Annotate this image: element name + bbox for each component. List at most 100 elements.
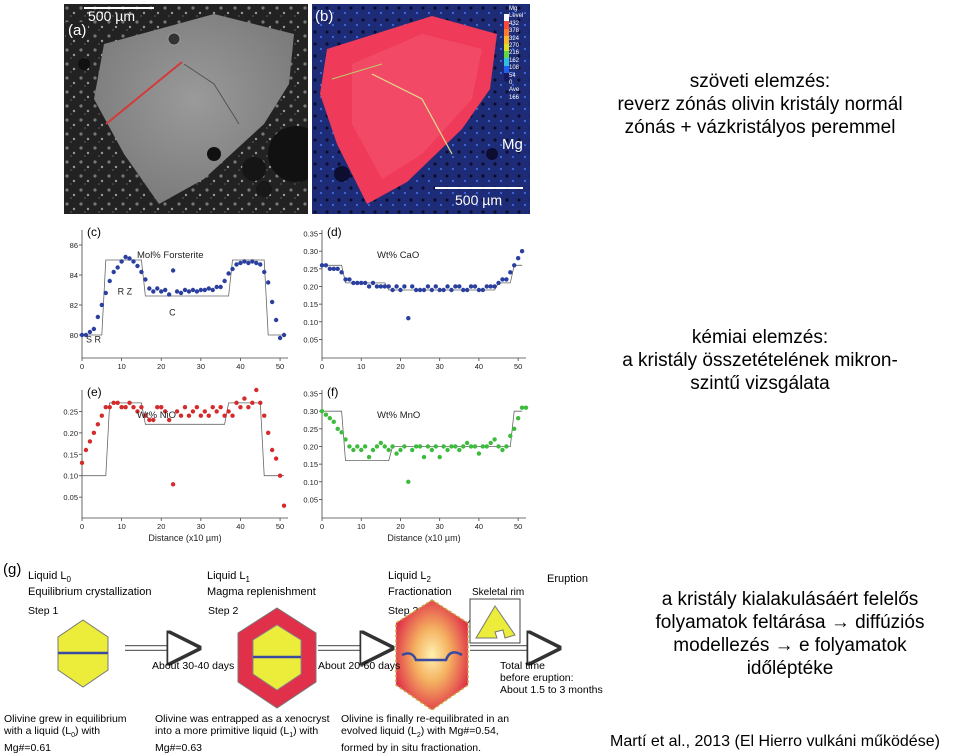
data-point [170,482,176,487]
data-point [162,409,168,414]
data-point [79,332,85,338]
data-point [508,270,513,275]
y-tick-label: 0.15 [303,460,318,469]
x-tick-label: 10 [357,362,365,371]
data-point [382,444,387,449]
data-point [139,269,144,275]
x-tick-label: 30 [436,522,444,531]
data-point [166,292,172,297]
data-point [147,286,152,291]
data-point [119,404,124,410]
data-point [242,396,247,401]
data-point [111,269,116,275]
data-point [174,409,180,414]
x-tick-label: 50 [514,522,522,531]
data-point [226,271,231,276]
x-tick-label: 10 [117,522,125,531]
data-point [410,447,415,453]
legend-value: 108 [509,65,520,72]
data-point [390,444,395,449]
data-point [429,447,435,453]
data-point [123,404,128,410]
data-point [95,422,101,427]
y-tick-label: 0.10 [303,478,318,487]
total-line: Total time [500,660,545,672]
data-point [386,447,391,453]
data-point [246,260,251,266]
data-point [210,287,215,293]
total-line: About 1.5 to 3 months [500,684,603,696]
data-point [457,284,462,289]
data-point [107,278,112,284]
note3-sub: 2 [416,732,421,740]
note2-sub: 1 [289,732,294,740]
data-point [449,444,454,449]
legend-value: 216 [509,50,520,57]
data-point [370,447,376,453]
data-point [135,263,140,269]
legend-values: 432 378 324 270 216 162 108 54 0 Ave 166 [509,21,529,102]
data-point [370,280,376,286]
y-tick-label: 0.25 [303,425,318,434]
photo-a-letter: (a) [66,22,89,39]
plot-c-forsterite: 86 84 82 80 0 10 20 30 40 50 Mol% Forsterite (c) R Z… [70,225,288,371]
data-point [433,284,438,289]
data-point [210,404,215,410]
liquid1-desc: Magma replenishment [207,586,316,599]
data-point [319,408,325,414]
y-tick-label: 0.20 [303,282,318,291]
data-point [170,268,176,273]
data-point [453,444,458,449]
liquid2-sub: 2 [426,575,431,585]
data-point [504,277,509,282]
data-point [269,447,275,453]
photo-a-bse: (a) 500 µm [64,4,308,214]
data-point [402,444,407,449]
data-point [335,266,340,272]
x-tick-label: 0 [320,522,324,531]
data-point [198,287,204,293]
data-point [366,284,372,289]
data-point [488,284,493,289]
data-point [254,387,259,393]
data-point [378,440,384,446]
step1-label: Step 1 [28,605,59,617]
data-point [159,404,164,410]
data-point [258,262,263,267]
data-point [390,287,395,293]
data-point [515,256,521,261]
x-tick-label: 30 [436,362,444,371]
arrow2-duration: About 20-60 days [318,660,401,672]
data-point [355,280,360,286]
data-point [519,405,525,410]
text-block-szoveti: szöveti elemzés: reverz zónás olivin kri… [560,70,960,139]
data-point [178,290,184,296]
data-point [331,419,336,424]
data-point [222,413,227,418]
data-point [222,278,227,284]
data-point [202,409,208,414]
annotation: S R [86,335,102,345]
data-point [202,287,208,293]
data-point [131,259,136,264]
x-tick-label: 0 [80,362,84,371]
data-point [461,287,466,293]
data-point [115,400,120,406]
note1-sub: 0 [71,732,76,740]
total-line: before eruption: [500,672,574,684]
data-point [425,444,431,449]
text-line: időléptéke [746,658,834,679]
data-point [83,332,89,338]
data-point [218,404,223,410]
data-point [374,284,380,289]
data-point [166,417,172,423]
data-point [327,416,333,421]
x-tick-label: 50 [276,522,284,531]
x-tick-label: 20 [396,362,404,371]
skeletal-rim-label: Skeletal rim [472,587,525,598]
data-point [127,256,132,261]
data-point [410,284,415,289]
note2-line2: into a more primitive liquid (L1) with [155,725,330,742]
data-point [515,416,521,421]
data-point [362,444,368,449]
